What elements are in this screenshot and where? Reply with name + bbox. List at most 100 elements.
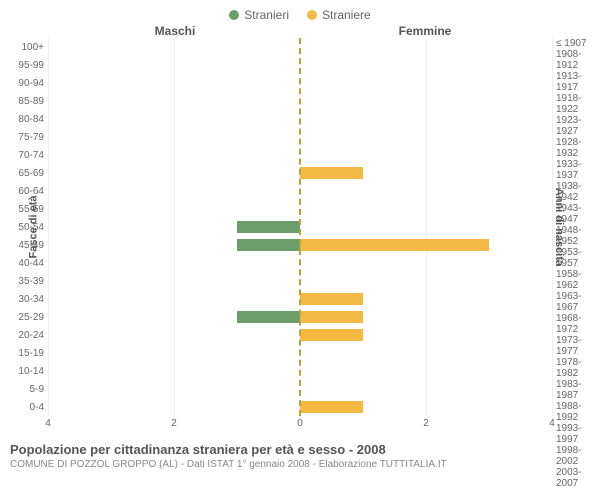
chart-area: Fasce di età Anni di nascita 100+95-9990… — [0, 38, 600, 416]
age-tick: 40-44 — [0, 254, 48, 272]
x-axis-left: 024 — [48, 416, 300, 436]
legend-label-male: Stranieri — [244, 8, 289, 22]
plot-area — [48, 38, 552, 416]
y-axis-label-right: Anni di nascita — [553, 188, 565, 266]
age-tick: 50-54 — [0, 218, 48, 236]
row-left-half — [48, 362, 300, 380]
legend-label-female: Straniere — [322, 8, 371, 22]
row-right-half — [300, 200, 552, 218]
row-left-half — [48, 182, 300, 200]
row-right-half — [300, 38, 552, 56]
row-right-half — [300, 290, 552, 308]
bar-male — [237, 221, 300, 234]
row-left-half — [48, 200, 300, 218]
bar-female — [300, 239, 489, 252]
row-right-half — [300, 398, 552, 416]
row-right-half — [300, 182, 552, 200]
row-left-half — [48, 146, 300, 164]
row-left-half — [48, 218, 300, 236]
birth-tick: 1908-1912 — [552, 49, 600, 71]
row-left-half — [48, 344, 300, 362]
chart-title: Popolazione per cittadinanza straniera p… — [10, 442, 590, 457]
legend-item-female: Straniere — [307, 8, 371, 22]
bar-female — [300, 293, 363, 306]
birth-tick: 1958-1962 — [552, 269, 600, 291]
row-right-half — [300, 128, 552, 146]
row-right-half — [300, 344, 552, 362]
birth-tick: 1993-1997 — [552, 423, 600, 445]
birth-tick: 1978-1982 — [552, 357, 600, 379]
birth-tick: ≤ 1907 — [552, 38, 600, 49]
bar-female — [300, 401, 363, 414]
birth-tick: 1963-1967 — [552, 291, 600, 313]
y-axis-left: 100+95-9990-9485-8980-8475-7970-7465-696… — [0, 38, 48, 416]
birth-tick: 1913-1917 — [552, 71, 600, 93]
bar-female — [300, 167, 363, 180]
age-tick: 25-29 — [0, 308, 48, 326]
chart-footer: Popolazione per cittadinanza straniera p… — [0, 436, 600, 470]
row-right-half — [300, 110, 552, 128]
row-right-half — [300, 272, 552, 290]
x-tick: 4 — [45, 418, 51, 429]
age-tick: 20-24 — [0, 326, 48, 344]
x-axis: 024 24 — [48, 416, 552, 436]
age-tick: 95-99 — [0, 56, 48, 74]
row-left-half — [48, 92, 300, 110]
bar-female — [300, 329, 363, 342]
x-tick: 4 — [549, 418, 555, 429]
age-tick: 85-89 — [0, 92, 48, 110]
age-tick: 60-64 — [0, 182, 48, 200]
legend-item-male: Stranieri — [229, 8, 289, 22]
age-tick: 80-84 — [0, 110, 48, 128]
birth-tick: 1973-1977 — [552, 335, 600, 357]
age-tick: 55-59 — [0, 200, 48, 218]
chart-container: Stranieri Straniere Maschi Femmine Fasce… — [0, 0, 600, 500]
age-tick: 90-94 — [0, 74, 48, 92]
age-tick: 15-19 — [0, 344, 48, 362]
birth-tick: 1918-1922 — [552, 93, 600, 115]
age-tick: 5-9 — [0, 380, 48, 398]
bar-male — [237, 239, 300, 252]
row-right-half — [300, 254, 552, 272]
column-title-right: Femmine — [300, 24, 600, 38]
legend-swatch-male — [229, 10, 239, 20]
age-tick: 70-74 — [0, 146, 48, 164]
row-left-half — [48, 326, 300, 344]
bar-female — [300, 311, 363, 324]
birth-tick: 1983-1987 — [552, 379, 600, 401]
birth-tick: 2003-2007 — [552, 467, 600, 489]
row-right-half — [300, 146, 552, 164]
y-axis-label-left: Fasce di età — [27, 196, 39, 259]
x-tick: 2 — [171, 418, 177, 429]
row-right-half — [300, 326, 552, 344]
row-left-half — [48, 236, 300, 254]
row-right-half — [300, 380, 552, 398]
chart-subtitle: COMUNE DI POZZOL GROPPO (AL) - Dati ISTA… — [10, 459, 590, 470]
row-right-half — [300, 164, 552, 182]
bar-male — [237, 311, 300, 324]
row-left-half — [48, 74, 300, 92]
age-tick: 10-14 — [0, 362, 48, 380]
row-right-half — [300, 236, 552, 254]
birth-tick: 1988-1992 — [552, 401, 600, 423]
age-tick: 35-39 — [0, 272, 48, 290]
row-left-half — [48, 128, 300, 146]
row-right-half — [300, 218, 552, 236]
row-right-half — [300, 92, 552, 110]
birth-tick: 1923-1927 — [552, 115, 600, 137]
column-titles: Maschi Femmine — [0, 24, 600, 38]
birth-tick: 1968-1972 — [552, 313, 600, 335]
gridline — [552, 38, 553, 416]
legend: Stranieri Straniere — [0, 0, 600, 22]
row-left-half — [48, 398, 300, 416]
column-title-left: Maschi — [0, 24, 300, 38]
center-divider — [299, 38, 301, 416]
row-left-half — [48, 254, 300, 272]
x-axis-right: 24 — [300, 416, 552, 436]
age-tick: 65-69 — [0, 164, 48, 182]
row-left-half — [48, 110, 300, 128]
birth-tick: 1928-1932 — [552, 137, 600, 159]
row-left-half — [48, 56, 300, 74]
legend-swatch-female — [307, 10, 317, 20]
row-left-half — [48, 380, 300, 398]
